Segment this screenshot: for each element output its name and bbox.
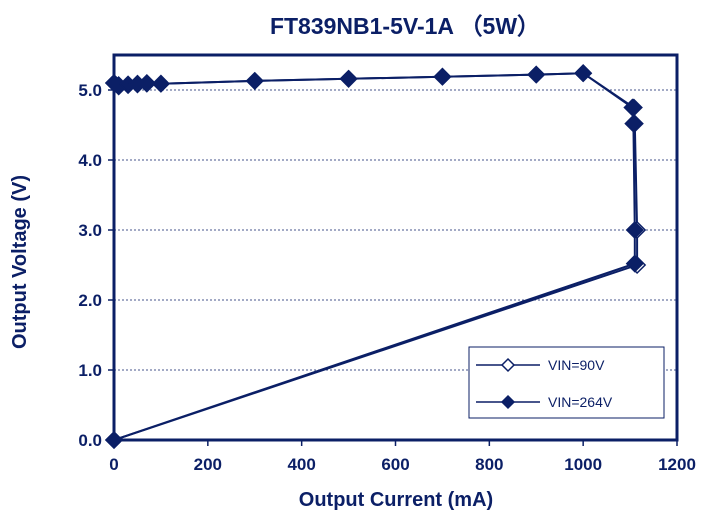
point-s1-14 <box>625 254 644 273</box>
series-group <box>104 64 647 450</box>
legend-marker-vin264 <box>500 394 516 410</box>
point-s1-9 <box>527 65 546 84</box>
point-s1-8 <box>433 67 452 86</box>
point-s1-7 <box>339 69 358 88</box>
legend-marker-vin90 <box>500 357 516 373</box>
legend-label-vin264: VIN=264V <box>548 394 613 410</box>
x-tick-label-2: 400 <box>287 455 315 474</box>
y-tick-label-1: 1.0 <box>78 361 102 380</box>
y-tick-label-4: 4.0 <box>78 151 102 170</box>
point-s1-4 <box>137 73 156 93</box>
legend: VIN=90V VIN=264V <box>468 346 665 419</box>
chart-title: FT839NB1-5V-1A （5W） <box>270 13 540 39</box>
x-tick-label-5: 1000 <box>564 455 602 474</box>
legend-box <box>468 346 665 419</box>
point-s1-6 <box>245 71 264 90</box>
y-tick-label-5: 5.0 <box>78 81 102 100</box>
point-s1-15 <box>104 430 124 450</box>
gridlines <box>114 89 677 371</box>
x-axis-label: Output Current (mA) <box>299 489 493 511</box>
point-s1-10 <box>574 64 593 83</box>
x-tick-label-0: 0 <box>109 455 118 474</box>
x-tick-label-6: 1200 <box>658 455 696 474</box>
x-tick-label-1: 200 <box>194 455 222 474</box>
x-axis-ticks: 0 200 400 600 800 1000 1200 <box>109 440 696 474</box>
y-axis-ticks: 0.0 1.0 2.0 3.0 4.0 5.0 <box>78 81 114 450</box>
y-tick-label-3: 3.0 <box>78 221 102 240</box>
x-tick-label-3: 600 <box>381 455 409 474</box>
legend-label-vin90: VIN=90V <box>548 357 605 373</box>
point-s1-12 <box>624 114 643 133</box>
point-s1-13 <box>625 220 644 240</box>
point-s1-5 <box>151 74 170 93</box>
y-axis-label: Output Voltage (V) <box>9 175 31 349</box>
x-tick-label-4: 800 <box>475 455 503 474</box>
y-tick-label-0: 0.0 <box>78 431 102 450</box>
y-tick-label-2: 2.0 <box>78 291 102 310</box>
